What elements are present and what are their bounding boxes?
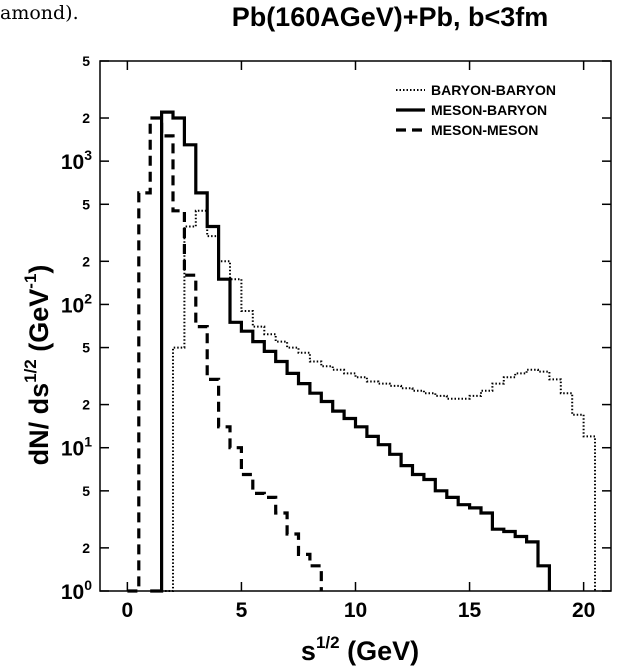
series-solid-line xyxy=(150,110,551,593)
y-tick-label: 102 xyxy=(61,290,92,317)
x-tick-label: 5 xyxy=(236,599,248,622)
y-tick-label: 5 xyxy=(82,196,90,212)
legend-label: BARYON-BARYON xyxy=(431,82,556,98)
x-tick-label: 10 xyxy=(344,599,367,622)
y-axis-ticks: 100 2 5 101 2 5 102 2 5 103 2 5 xyxy=(61,53,611,604)
legend-label: MESON-MESON xyxy=(431,122,538,138)
x-axis-ticks: 0 5 10 15 20 xyxy=(122,61,595,622)
legend: BARYON-BARYON MESON-BARYON MESON-MESON xyxy=(396,82,556,138)
y-tick-label: 5 xyxy=(82,53,90,69)
series-dotted-line xyxy=(161,209,596,592)
x-axis-label: s1/2 (GeV) xyxy=(301,633,419,666)
plot-frame xyxy=(99,60,612,592)
y-tick-label: 2 xyxy=(82,110,90,126)
x-tick-label: 0 xyxy=(122,599,134,622)
y-tick-label: 2 xyxy=(82,253,90,269)
chart-title: Pb(160AGeV)+Pb, b<3fm xyxy=(231,2,549,32)
y-tick-label: 2 xyxy=(82,397,90,413)
page-text-fragment: amond). xyxy=(0,2,79,24)
x-tick-label: 15 xyxy=(458,599,482,622)
y-tick-label: 2 xyxy=(82,540,90,556)
y-tick-label: 103 xyxy=(61,147,92,174)
y-axis-label: dN/ ds1/2 (GeV-1) xyxy=(21,265,54,466)
y-tick-label: 101 xyxy=(61,434,92,461)
data-series xyxy=(127,110,596,593)
y-tick-label: 5 xyxy=(82,340,90,356)
y-tick-label: 5 xyxy=(82,483,90,499)
series-dashed-line xyxy=(127,116,323,593)
y-tick-label: 100 xyxy=(61,577,92,604)
legend-label: MESON-BARYON xyxy=(431,102,547,118)
x-tick-label: 20 xyxy=(572,599,595,622)
